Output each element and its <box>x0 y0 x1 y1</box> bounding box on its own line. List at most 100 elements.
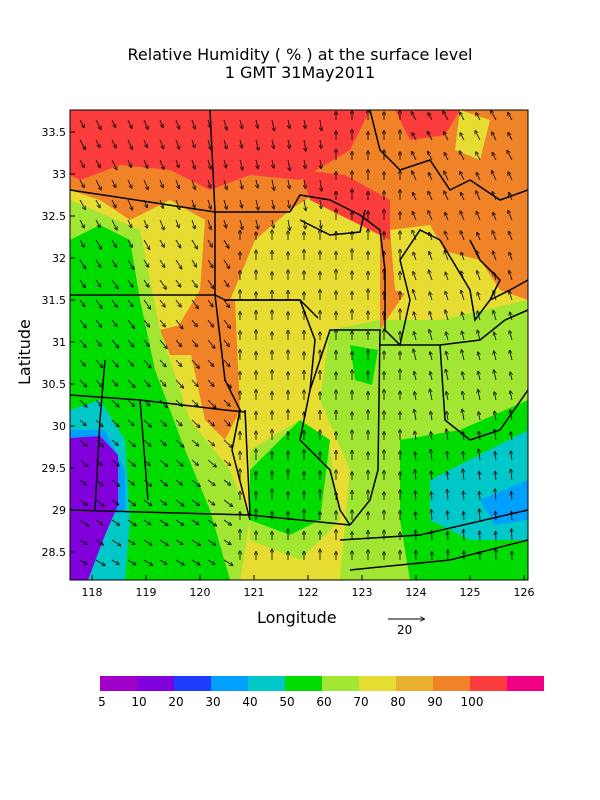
wind-arrow <box>175 459 183 466</box>
wind-arrow <box>477 330 481 341</box>
wind-arrow <box>476 113 481 121</box>
wind-arrow <box>143 339 149 346</box>
legend-swatch <box>322 676 359 691</box>
wind-arrow <box>462 392 464 401</box>
x-tick-label: 123 <box>352 586 373 599</box>
wind-arrow <box>476 152 481 161</box>
wind-arrow <box>240 179 242 189</box>
wind-arrow <box>271 119 274 131</box>
y-axis-label: Latitude <box>15 319 34 385</box>
wind-arrow <box>207 459 216 467</box>
wind-arrow <box>127 459 135 466</box>
wind-arrow <box>511 451 512 461</box>
wind-arrow <box>79 159 84 167</box>
wind-arrow <box>175 259 182 269</box>
legend-swatch <box>285 676 322 691</box>
wind-arrow <box>223 539 231 545</box>
wind-arrow <box>111 159 117 170</box>
wind-arrow <box>414 312 416 321</box>
wind-arrow <box>414 372 416 381</box>
wind-arrow <box>510 410 512 421</box>
wind-arrow <box>159 419 166 426</box>
wind-arrow <box>159 479 167 486</box>
y-tick-label: 29.5 <box>42 462 67 475</box>
wind-arrow <box>413 290 417 301</box>
wind-arrow <box>191 259 196 267</box>
wind-arrow <box>111 539 121 546</box>
wind-arrow <box>223 119 227 130</box>
wind-arrow <box>461 271 465 281</box>
wind-arrow <box>79 279 85 287</box>
wind-arrow <box>191 319 197 327</box>
legend-label: 10 <box>131 695 146 709</box>
wind-arrow <box>223 479 231 485</box>
wind-arrow <box>143 459 150 465</box>
wind-arrow <box>477 311 481 321</box>
wind-arrow <box>191 119 195 129</box>
wind-arrow <box>430 372 432 381</box>
wind-arrow <box>412 231 417 241</box>
wind-arrow <box>207 519 216 526</box>
wind-arrow <box>95 119 101 129</box>
wind-arrow <box>191 179 195 189</box>
wind-arrow <box>159 179 163 188</box>
wind-arrow <box>445 310 449 321</box>
wind-arrow <box>511 432 512 441</box>
wind-arrow <box>175 339 181 347</box>
wind-arrow <box>111 279 118 289</box>
wind-arrow <box>159 519 168 526</box>
wind-arrow <box>492 171 497 181</box>
wind-arrow <box>127 559 136 565</box>
wind-arrow <box>416 512 417 521</box>
legend-swatch <box>433 676 470 691</box>
x-tick-label: 124 <box>406 586 427 599</box>
wind-arrow <box>413 193 417 201</box>
wind-arrow <box>159 159 164 169</box>
wind-arrow <box>494 392 496 401</box>
wind-arrow <box>510 372 512 381</box>
wind-arrow <box>79 199 85 209</box>
legend-swatch <box>137 676 174 691</box>
wind-arrow <box>460 133 465 141</box>
wind-arrow <box>462 350 465 361</box>
wind-arrow <box>272 139 274 148</box>
wind-arrow <box>175 139 179 149</box>
wind-arrow <box>95 419 103 427</box>
wind-arrow <box>462 372 464 381</box>
wind-arrow <box>95 359 103 367</box>
wind-arrow <box>111 139 116 148</box>
y-tick-label: 31 <box>52 336 66 349</box>
wind-arrow <box>79 459 88 467</box>
wind-arrow <box>240 119 242 129</box>
wind-arrow <box>256 119 258 128</box>
legend-swatch <box>211 676 248 691</box>
wind-arrow <box>111 339 119 348</box>
wind-arrow <box>159 439 166 445</box>
wind-arrow <box>414 410 416 421</box>
wind-arrow <box>143 319 149 327</box>
wind-arrow <box>79 219 84 228</box>
wind-arrow <box>429 173 433 181</box>
wind-arrow <box>446 392 448 401</box>
wind-arrow <box>447 412 449 421</box>
wind-arrow <box>159 139 164 149</box>
wind-arrow <box>431 510 432 521</box>
legend-label: 20 <box>168 695 183 709</box>
wind-arrow <box>414 392 416 401</box>
wind-arrow <box>191 439 199 446</box>
wind-arrow <box>79 319 86 328</box>
wind-arrow <box>492 192 497 201</box>
legend-swatch <box>470 676 507 691</box>
legend-label: 5 <box>98 695 106 709</box>
wind-arrow <box>191 559 200 565</box>
wind-arrow <box>127 419 134 426</box>
wind-arrow <box>288 159 290 171</box>
plot-frame <box>69 109 529 581</box>
wind-arrow <box>415 491 416 501</box>
y-tick-label: 30 <box>52 420 66 433</box>
wind-arrow <box>223 239 229 248</box>
wind-arrow <box>127 299 133 307</box>
wind-arrow <box>495 452 496 461</box>
wind-arrow <box>224 159 226 168</box>
wind-arrow <box>493 251 497 261</box>
